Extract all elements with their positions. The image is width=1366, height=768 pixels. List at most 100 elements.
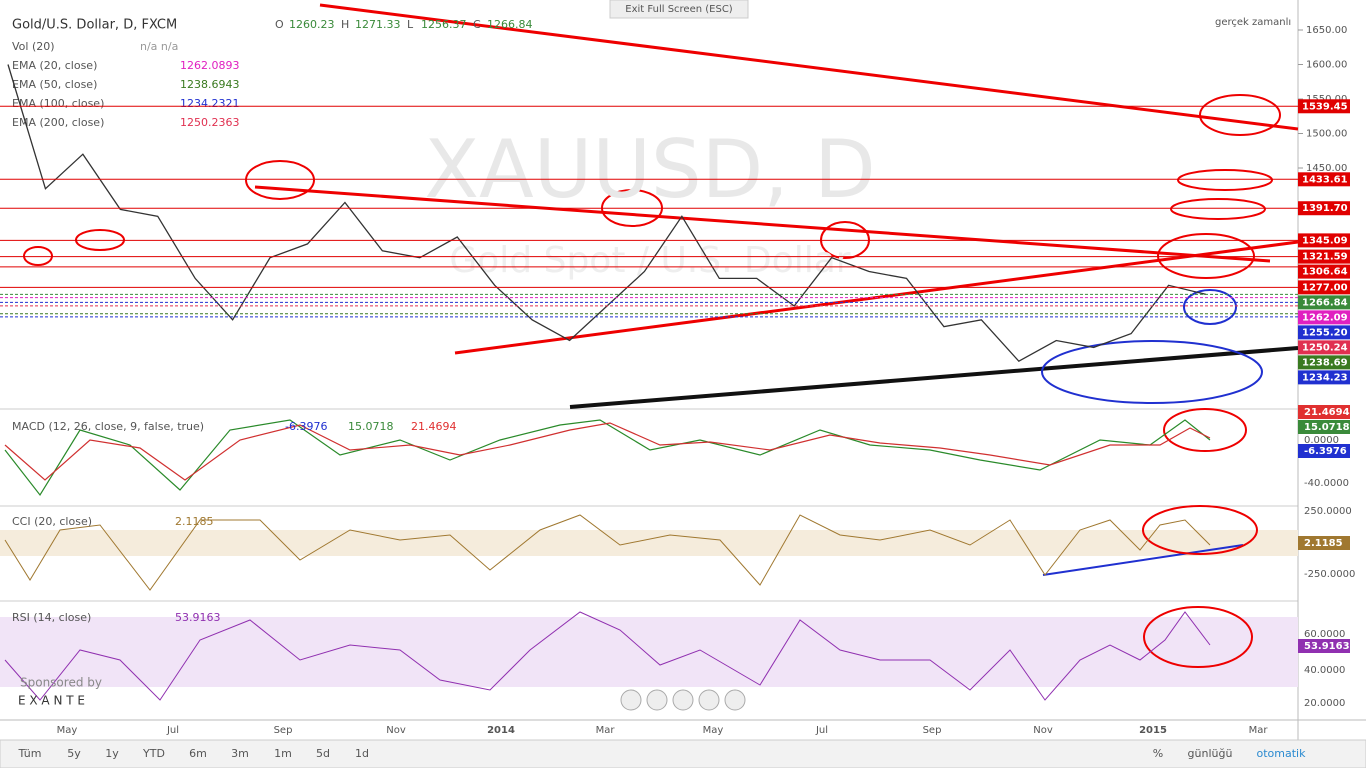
level-label: 1266.84: [1302, 297, 1348, 308]
panel-title: RSI (14, close): [12, 611, 91, 624]
level-label: 1391.70: [1302, 203, 1348, 214]
indicator-value: 1238.6943: [180, 78, 240, 91]
indicator-value: 1234.2321: [180, 97, 240, 110]
watermark: XAUUSD, D: [424, 123, 875, 216]
axis-label: 60.0000: [1304, 629, 1345, 640]
axis-label: -250.0000: [1304, 569, 1355, 580]
zoom-out[interactable]: [646, 689, 668, 711]
indicator-name: Vol (20): [12, 40, 55, 53]
panel-value: 21.4694: [411, 420, 457, 433]
range-button[interactable]: YTD: [142, 747, 165, 760]
range-button[interactable]: 1y: [105, 747, 119, 760]
range-button[interactable]: Tüm: [18, 747, 42, 760]
axis-label: 40.0000: [1304, 665, 1345, 676]
level-label: 1277.00: [1302, 282, 1348, 293]
level-label: 1433.61: [1302, 174, 1348, 185]
x-tick-label: 2014: [487, 725, 515, 736]
indicator-value: 1262.0893: [180, 59, 240, 72]
level-label: 1250.24: [1302, 342, 1348, 353]
level-tag: [1298, 99, 1350, 114]
panel-value: 53.9163: [175, 611, 221, 624]
y-tick-label: 1450.00: [1306, 163, 1347, 174]
level-label: 1539.45: [1302, 101, 1348, 112]
cci-band: [0, 530, 1298, 556]
exit-button[interactable]: [609, 0, 749, 19]
axis-tag: [1298, 536, 1350, 550]
zoom-buttons[interactable]: [620, 689, 746, 711]
level-tag: [1298, 325, 1350, 340]
level-tag: [1298, 249, 1350, 264]
range-button[interactable]: 3m: [231, 747, 249, 760]
x-tick-label: Jul: [815, 725, 828, 736]
zoom-right[interactable]: [724, 689, 746, 711]
macd-line: [4, 419, 1211, 497]
panel-value: 2.1185: [175, 515, 214, 528]
level-tag: [1298, 295, 1350, 310]
axis-tag: [1298, 444, 1350, 458]
axis-label: 15.0718: [1304, 422, 1350, 433]
indicator-name: EMA (100, close): [12, 97, 104, 110]
ohlc: C: [473, 18, 481, 31]
zoom-left[interactable]: [620, 689, 642, 711]
axis-label: 20.0000: [1304, 698, 1345, 709]
axis-label: 2.1185: [1304, 538, 1343, 549]
range-button[interactable]: 1d: [355, 747, 369, 760]
x-tick-label: Mar: [1249, 725, 1269, 736]
exit-text: Exit Full Screen (ESC): [625, 4, 733, 15]
indicator-value: 1250.2363: [180, 116, 240, 129]
reset[interactable]: [672, 689, 694, 711]
ohlc: 1266.84: [487, 18, 533, 31]
y-tick-label: 1500.00: [1306, 129, 1347, 140]
level-label: 1234.23: [1302, 372, 1348, 383]
indicator-name: EMA (200, close): [12, 116, 104, 129]
axis-tag: [1298, 405, 1350, 419]
axis-label: 0.0000: [1304, 435, 1339, 446]
ohlc: O: [275, 18, 284, 31]
sponsor: Sponsored by: [20, 676, 102, 690]
toolbar-option[interactable]: %: [1153, 747, 1163, 760]
ohlc: 1260.23: [289, 18, 335, 31]
level-tag: [1298, 233, 1350, 248]
level-tag: [1298, 172, 1350, 187]
level-label: 1255.20: [1302, 327, 1348, 338]
axis-label: -6.3976: [1304, 446, 1347, 457]
panel-title: MACD (12, 26, close, 9, false, true): [12, 420, 204, 433]
indicator-name: EMA (50, close): [12, 78, 97, 91]
toolbar-option[interactable]: günlüğü: [1188, 747, 1233, 760]
circles-blue: [1041, 289, 1263, 404]
x-tick-label: Nov: [386, 725, 406, 736]
watermark-sub: Gold Spot / U.S. Dollar: [449, 240, 850, 281]
panel-value: -6.3976: [285, 420, 327, 433]
realtime: gerçek zamanlı: [1215, 17, 1291, 28]
y-tick-label: 1600.00: [1306, 60, 1347, 71]
symbol: Gold/U.S. Dollar, D, FXCM: [12, 18, 177, 33]
toolbar-option[interactable]: otomatik: [1257, 747, 1307, 760]
x-tick-label: Sep: [923, 725, 942, 736]
rsi-line: [4, 611, 1211, 701]
x-tick-label: Mar: [596, 725, 616, 736]
indicator-value: n/a n/a: [140, 40, 178, 53]
zoom-in[interactable]: [698, 689, 720, 711]
range-button[interactable]: 6m: [189, 747, 207, 760]
range-button[interactable]: 1m: [274, 747, 292, 760]
level-tag: [1298, 264, 1350, 279]
axis-label: 250.0000: [1304, 506, 1352, 517]
axis-tag: [1298, 420, 1350, 434]
y-tick-label: 1650.00: [1306, 25, 1347, 36]
level-label: 1321.59: [1302, 252, 1348, 263]
cci-line: [4, 514, 1211, 591]
ohlc: 1271.33: [355, 18, 401, 31]
ohlc: 1256.37: [421, 18, 467, 31]
axis-tag: [1298, 639, 1350, 653]
range-button[interactable]: 5d: [316, 747, 330, 760]
rsi-band: [0, 617, 1298, 687]
range-button[interactable]: 5y: [67, 747, 81, 760]
level-tag: [1298, 340, 1350, 355]
level-tag: [1298, 310, 1350, 325]
level-tag: [1298, 280, 1350, 295]
support-line: [569, 346, 1299, 409]
ohlc: L: [407, 18, 414, 31]
level-label: 1238.69: [1302, 357, 1348, 368]
